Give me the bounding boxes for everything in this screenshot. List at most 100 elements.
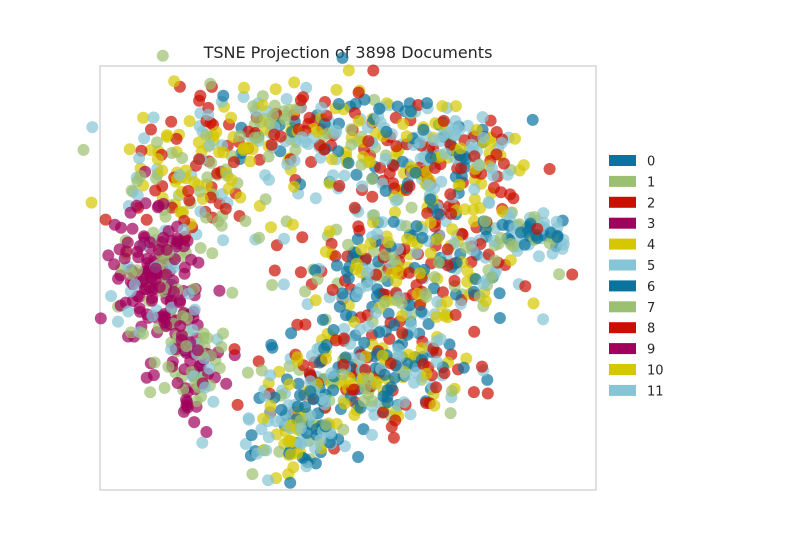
scatter-point [256, 99, 269, 112]
scatter-point [358, 336, 371, 349]
scatter-point [177, 223, 190, 236]
legend-swatch [609, 175, 636, 187]
scatter-point [330, 259, 343, 272]
scatter-point [201, 171, 214, 184]
scatter-point [446, 223, 459, 236]
scatter-point [291, 351, 304, 364]
scatter-point [383, 167, 396, 180]
scatter-point [441, 243, 454, 256]
scatter-point [122, 305, 135, 318]
scatter-point [128, 278, 141, 291]
legend-label: 4 [647, 238, 655, 253]
scatter-point [387, 431, 400, 444]
scatter-point [489, 254, 502, 267]
scatter-point [140, 371, 153, 384]
scatter-point [105, 290, 118, 302]
scatter-point [342, 238, 355, 251]
scatter-point [160, 268, 173, 281]
scatter-point [259, 193, 272, 206]
scatter-point [458, 203, 471, 216]
scatter-point [468, 150, 481, 163]
scatter-point [343, 299, 355, 312]
scatter-point [283, 378, 296, 391]
scatter-point [143, 236, 156, 249]
scatter-point [354, 282, 367, 295]
scatter-point [355, 243, 368, 256]
scatter-point [85, 196, 98, 209]
scatter-point [408, 376, 421, 389]
scatter-point [359, 252, 372, 265]
scatter-point [378, 368, 391, 381]
scatter-point [171, 232, 184, 245]
scatter-point [148, 356, 161, 369]
scatter-point [255, 423, 268, 436]
scatter-point [251, 447, 264, 460]
scatter-point [144, 386, 157, 399]
scatter-point [379, 184, 392, 197]
scatter-point [399, 369, 412, 382]
scatter-point [409, 166, 422, 179]
scatter-point [387, 215, 400, 228]
scatter-point [309, 294, 322, 307]
scatter-point [281, 158, 294, 171]
scatter-point [112, 315, 124, 328]
scatter-point [366, 428, 378, 441]
scatter-point [368, 209, 380, 222]
scatter-point [300, 81, 313, 94]
legend-label: 5 [647, 259, 655, 274]
scatter-point [477, 277, 490, 290]
scatter-point [353, 352, 366, 365]
scatter-point [533, 250, 545, 263]
scatter-point [449, 100, 462, 113]
scatter-point [279, 113, 292, 126]
scatter-point [455, 162, 467, 175]
scatter-point [176, 152, 189, 164]
scatter-point [493, 312, 506, 324]
legend-label: 1 [647, 175, 655, 190]
scatter-point [481, 373, 494, 386]
scatter-point [428, 271, 441, 283]
scatter-point [161, 129, 173, 142]
scatter-point [439, 147, 452, 160]
legend-label: 11 [647, 384, 664, 399]
scatter-point [507, 240, 520, 253]
scatter-point [396, 155, 409, 168]
scatter-point [316, 313, 329, 326]
scatter-point [367, 64, 380, 77]
scatter-point [319, 245, 332, 258]
scatter-point [194, 242, 207, 254]
scatter-point [396, 309, 409, 322]
scatter-point [364, 155, 377, 168]
legend-label: 9 [647, 343, 655, 358]
scatter-point [414, 136, 427, 149]
scatter-point [350, 257, 363, 270]
scatter-point [352, 451, 365, 463]
scatter-point [291, 318, 304, 331]
scatter-point [438, 367, 451, 380]
scatter-point [277, 278, 290, 291]
scatter-point [401, 232, 414, 245]
scatter-point [168, 75, 181, 88]
scatter-point [496, 218, 509, 231]
scatter-point [131, 189, 144, 202]
scatter-point [348, 383, 361, 396]
scatter-point [266, 279, 279, 291]
scatter-point [123, 143, 136, 156]
scatter-point [389, 206, 401, 219]
scatter-point [304, 385, 317, 398]
scatter-point [400, 130, 413, 143]
scatter-point [289, 144, 302, 157]
scatter-point [403, 266, 416, 279]
legend-swatch [609, 280, 636, 292]
scatter-point [170, 132, 183, 145]
scatter-point [382, 307, 395, 320]
scatter-point [295, 131, 308, 144]
scatter-point [432, 256, 445, 269]
scatter-point [374, 161, 387, 174]
scatter-point [493, 287, 506, 300]
scatter-point [325, 367, 338, 380]
scatter-point [118, 252, 131, 265]
scatter-point [276, 414, 288, 427]
scatter-point [461, 264, 474, 277]
scatter-point [151, 153, 164, 166]
